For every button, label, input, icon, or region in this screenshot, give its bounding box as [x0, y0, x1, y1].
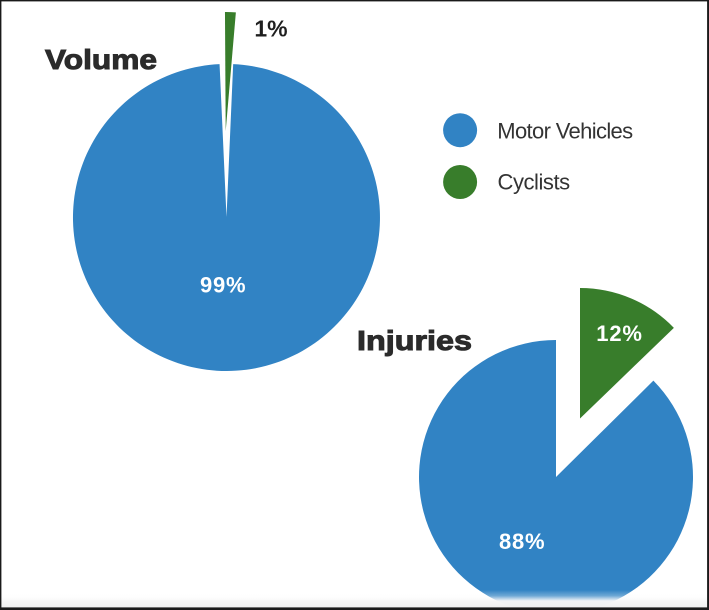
svg-text:Volume: Volume — [45, 44, 157, 75]
svg-text:Injuries: Injuries — [357, 325, 472, 356]
svg-text:Motor Vehicles: Motor Vehicles — [497, 119, 633, 144]
svg-text:12%: 12% — [596, 321, 642, 346]
svg-text:88%: 88% — [499, 529, 545, 554]
svg-text:1%: 1% — [254, 15, 287, 41]
svg-text:Cyclists: Cyclists — [498, 169, 571, 194]
svg-text:99%: 99% — [200, 272, 246, 297]
